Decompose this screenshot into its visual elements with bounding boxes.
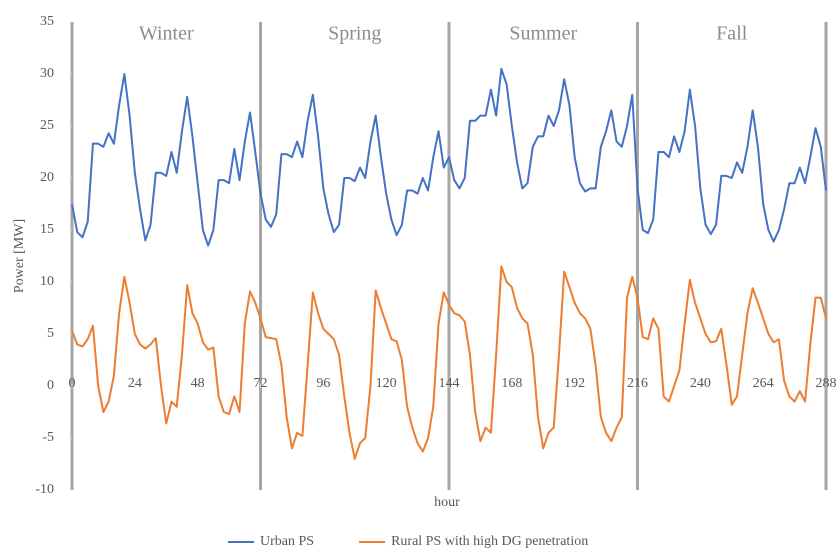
y-tick-label: -10 (35, 482, 54, 497)
y-tick-label: -5 (42, 430, 54, 445)
line-series (71, 67, 827, 247)
y-tick-label: 10 (40, 274, 54, 289)
season-label: Winter (139, 23, 194, 45)
y-tick-label: 0 (47, 378, 54, 393)
x-tick-label: 72 (254, 376, 268, 391)
x-tick-label: 120 (376, 376, 397, 391)
legend-label: Rural PS with high DG penetration (391, 534, 588, 549)
x-tick-label: 144 (439, 376, 460, 391)
season-label: Fall (716, 23, 748, 45)
x-tick-label: 48 (191, 376, 205, 391)
x-tick-label: 216 (627, 376, 648, 391)
y-tick-label: 15 (40, 222, 54, 237)
legend-label: Urban PS (260, 534, 314, 549)
x-tick-label: 0 (69, 376, 76, 391)
y-tick-label: 35 (40, 14, 54, 29)
y-tick-label: 25 (40, 118, 54, 133)
x-tick-label: 240 (690, 376, 711, 391)
y-tick-label: 5 (47, 326, 54, 341)
season-label: Spring (328, 23, 381, 45)
x-tick-label: 264 (753, 376, 774, 391)
x-tick-label: 24 (128, 376, 142, 391)
x-tick-label: 168 (501, 376, 522, 391)
y-tick-label: 20 (40, 170, 54, 185)
x-tick-label: 288 (816, 376, 837, 391)
x-axis-label: hour (434, 495, 460, 510)
y-axis-label: Power [MW] (12, 219, 27, 293)
line-series (71, 265, 827, 460)
x-tick-label: 192 (564, 376, 585, 391)
x-tick-label: 96 (316, 376, 330, 391)
y-tick-label: 30 (40, 66, 54, 81)
season-label: Summer (509, 23, 577, 45)
